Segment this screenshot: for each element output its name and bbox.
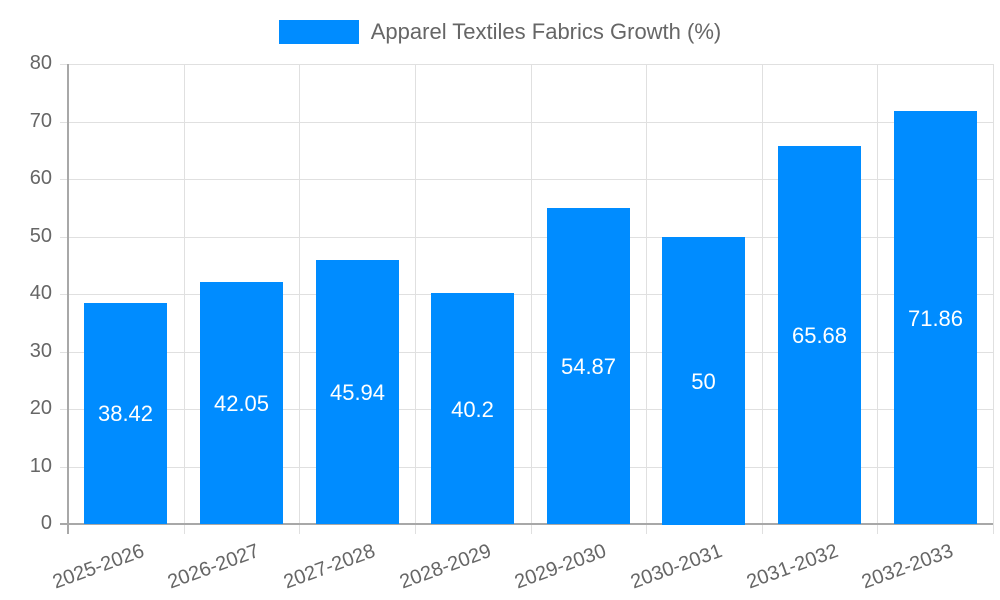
bar[interactable]: 38.42 xyxy=(84,303,167,524)
bar-value-label: 54.87 xyxy=(560,354,617,379)
gridline-horizontal xyxy=(60,352,993,353)
bar[interactable]: 54.87 xyxy=(547,208,630,524)
bar[interactable]: 42.05 xyxy=(200,282,283,524)
gridline-vertical xyxy=(877,64,878,534)
x-tick-label: 2028-2029 xyxy=(397,540,495,594)
bar[interactable]: 50 xyxy=(662,237,745,525)
legend-label[interactable]: Apparel Textiles Fabrics Growth (%) xyxy=(370,19,722,44)
y-tick-label: 60 xyxy=(29,167,52,189)
y-tick-label: 80 xyxy=(29,52,52,74)
gridline-horizontal xyxy=(60,409,993,410)
gridline-vertical xyxy=(415,64,416,534)
y-tick-label: 70 xyxy=(29,110,52,132)
gridline-vertical xyxy=(646,64,647,534)
y-axis xyxy=(67,64,69,534)
y-tick-label: 20 xyxy=(29,397,52,419)
bar-value-label: 45.94 xyxy=(329,380,386,405)
bar-value-label: 38.42 xyxy=(97,401,154,426)
y-tick-label: 40 xyxy=(29,282,52,304)
chart-legend: Apparel Textiles Fabrics Growth (%) xyxy=(0,18,1000,46)
y-tick-label: 0 xyxy=(40,512,52,534)
gridline-vertical xyxy=(299,64,300,534)
y-tick-label: 10 xyxy=(29,455,52,477)
x-tick-label: 2030-2031 xyxy=(628,540,726,594)
bar[interactable]: 71.86 xyxy=(894,111,977,524)
bar[interactable]: 65.68 xyxy=(778,146,861,524)
gridline-vertical xyxy=(993,64,994,534)
x-tick-label: 2027-2028 xyxy=(281,540,379,594)
gridline-vertical xyxy=(531,64,532,534)
bar-value-label: 42.05 xyxy=(213,391,270,416)
x-axis xyxy=(60,523,993,525)
gridline-horizontal xyxy=(60,467,993,468)
gridline-horizontal xyxy=(60,237,993,238)
x-tick-label: 2026-2027 xyxy=(165,540,263,594)
gridline-horizontal xyxy=(60,64,993,65)
legend-swatch[interactable] xyxy=(278,20,359,44)
bar-value-label: 40.2 xyxy=(451,397,494,422)
bar-value-label: 50 xyxy=(691,369,716,394)
y-tick-label: 30 xyxy=(29,340,52,362)
gridline-horizontal xyxy=(60,122,993,123)
x-tick-label: 2031-2032 xyxy=(744,540,842,594)
bar-value-label: 71.86 xyxy=(907,306,964,331)
x-tick-label: 2032-2033 xyxy=(859,540,957,594)
gridline-vertical xyxy=(184,64,185,534)
bar[interactable]: 40.2 xyxy=(431,293,514,524)
y-tick-label: 50 xyxy=(29,225,52,247)
bar[interactable]: 45.94 xyxy=(316,260,399,524)
x-tick-label: 2029-2030 xyxy=(512,540,610,594)
bar-value-label: 65.68 xyxy=(791,323,848,348)
x-tick-label: 2025-2026 xyxy=(50,540,148,594)
gridline-horizontal xyxy=(60,294,993,295)
gridline-vertical xyxy=(762,64,763,534)
gridline-horizontal xyxy=(60,179,993,180)
